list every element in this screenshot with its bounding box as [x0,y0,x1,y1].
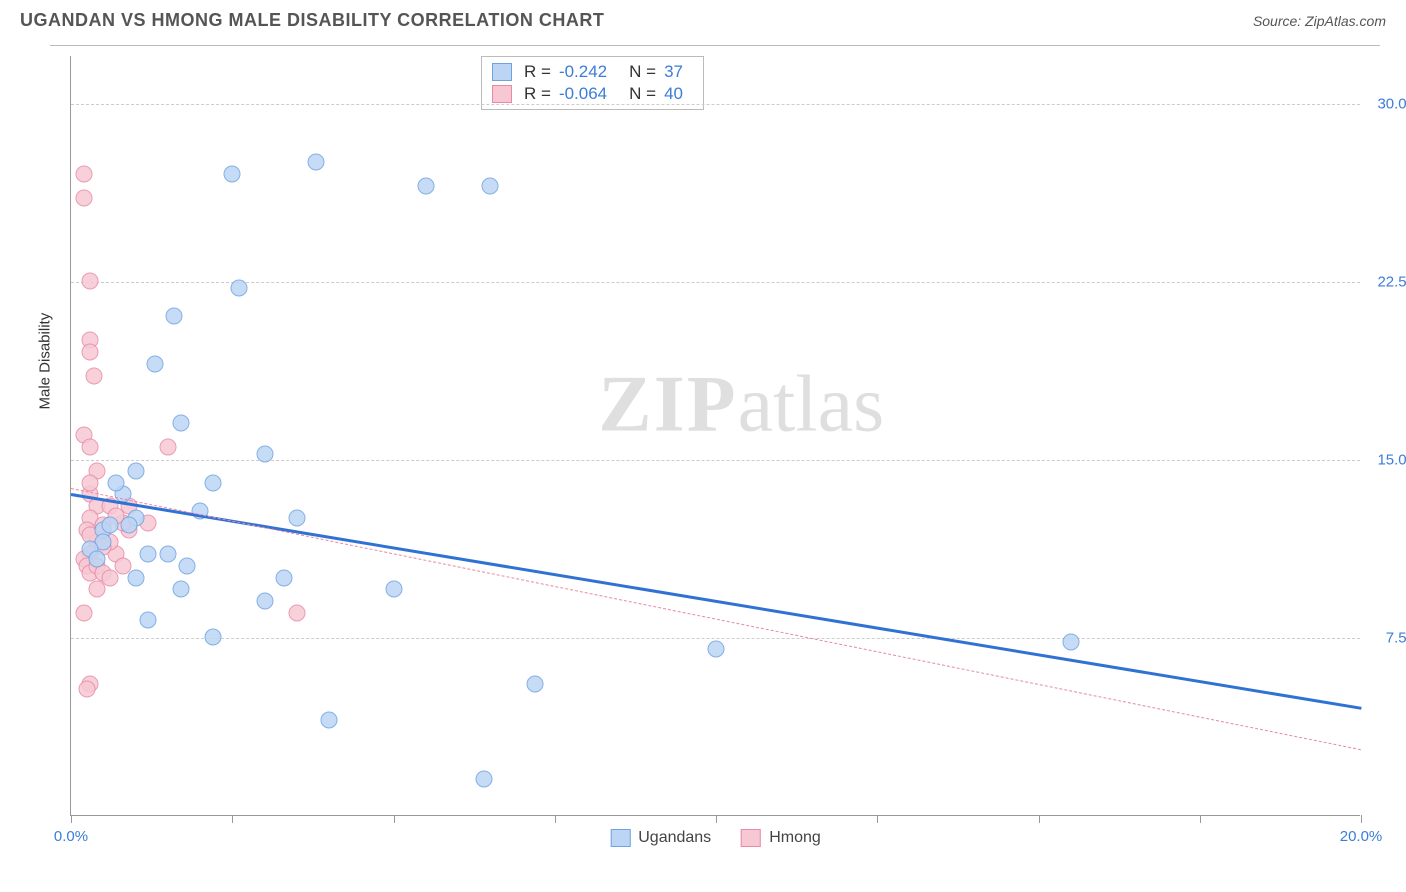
scatter-point [75,605,92,622]
gridline [71,638,1360,639]
ytick-label: 7.5% [1386,629,1406,646]
scatter-point [159,545,176,562]
scatter-point [224,165,241,182]
scatter-point [482,177,499,194]
scatter-point [172,415,189,432]
scatter-point [204,474,221,491]
xtick [71,815,72,823]
scatter-point [127,462,144,479]
scatter-point [230,279,247,296]
scatter-point [708,640,725,657]
stat-r-label: R = [524,84,551,104]
chart-title: UGANDAN VS HMONG MALE DISABILITY CORRELA… [20,10,604,31]
source-credit: Source: ZipAtlas.com [1253,13,1386,29]
scatter-point [82,474,99,491]
scatter-point [75,189,92,206]
y-axis-label: Male Disability [37,312,54,409]
scatter-point [288,510,305,527]
scatter-point [166,308,183,325]
scatter-point [308,153,325,170]
scatter-point [1062,633,1079,650]
trend-line [71,488,1361,750]
scatter-point [146,355,163,372]
scatter-point [275,569,292,586]
scatter-point [256,446,273,463]
legend-swatch [741,829,761,847]
chart-container: Male Disability ZIPatlas R =-0.242N =37R… [50,45,1380,835]
xtick [1361,815,1362,823]
scatter-point [82,438,99,455]
scatter-point [204,628,221,645]
legend-stats: R = -0.242 N = 37 R = -0.064 N = 40 [481,56,704,110]
scatter-point [321,712,338,729]
scatter-point [385,581,402,598]
legend-series-item: Ugandans [610,829,711,847]
ytick-label: 22.5% [1377,273,1406,290]
xtick-label: 0.0% [54,828,88,845]
scatter-point [256,593,273,610]
scatter-point [101,517,118,534]
legend-series: Ugandans Hmong [610,829,821,847]
scatter-point [79,681,96,698]
xtick [1039,815,1040,823]
legend-series-label: Hmong [769,829,821,847]
legend-series-item: Hmong [741,829,821,847]
gridline [71,282,1360,283]
scatter-point [140,545,157,562]
legend-swatch [492,85,512,103]
scatter-point [288,605,305,622]
scatter-point [159,438,176,455]
watermark-bold: ZIP [598,361,737,449]
xtick [877,815,878,823]
stat-r-label: R = [524,62,551,82]
stat-r-value: -0.064 [559,84,607,104]
stat-n-label: N = [629,62,656,82]
scatter-point [75,165,92,182]
scatter-point [417,177,434,194]
stat-n-value: 40 [664,84,683,104]
xtick [1200,815,1201,823]
watermark: ZIPatlas [598,360,884,451]
scatter-point [140,612,157,629]
xtick [394,815,395,823]
legend-stats-row: R = -0.064 N = 40 [492,83,693,105]
legend-stats-row: R = -0.242 N = 37 [492,61,693,83]
scatter-point [121,517,138,534]
scatter-point [88,550,105,567]
scatter-point [88,581,105,598]
scatter-point [108,474,125,491]
gridline [71,104,1360,105]
legend-swatch [492,63,512,81]
scatter-point [82,343,99,360]
scatter-point [82,272,99,289]
scatter-point [85,367,102,384]
watermark-light: atlas [738,361,885,449]
plot-area: ZIPatlas R =-0.242N =37R =-0.064N =40 Ug… [70,56,1360,816]
legend-swatch [610,829,630,847]
scatter-point [527,676,544,693]
ytick-label: 30.0% [1377,95,1406,112]
stat-n-value: 37 [664,62,683,82]
stat-n-label: N = [629,84,656,104]
legend-series-label: Ugandans [638,829,711,847]
xtick [232,815,233,823]
ytick-label: 15.0% [1377,451,1406,468]
xtick [716,815,717,823]
xtick-label: 20.0% [1340,828,1383,845]
stat-r-value: -0.242 [559,62,607,82]
scatter-point [475,771,492,788]
scatter-point [179,557,196,574]
scatter-point [127,569,144,586]
xtick [555,815,556,823]
scatter-point [172,581,189,598]
